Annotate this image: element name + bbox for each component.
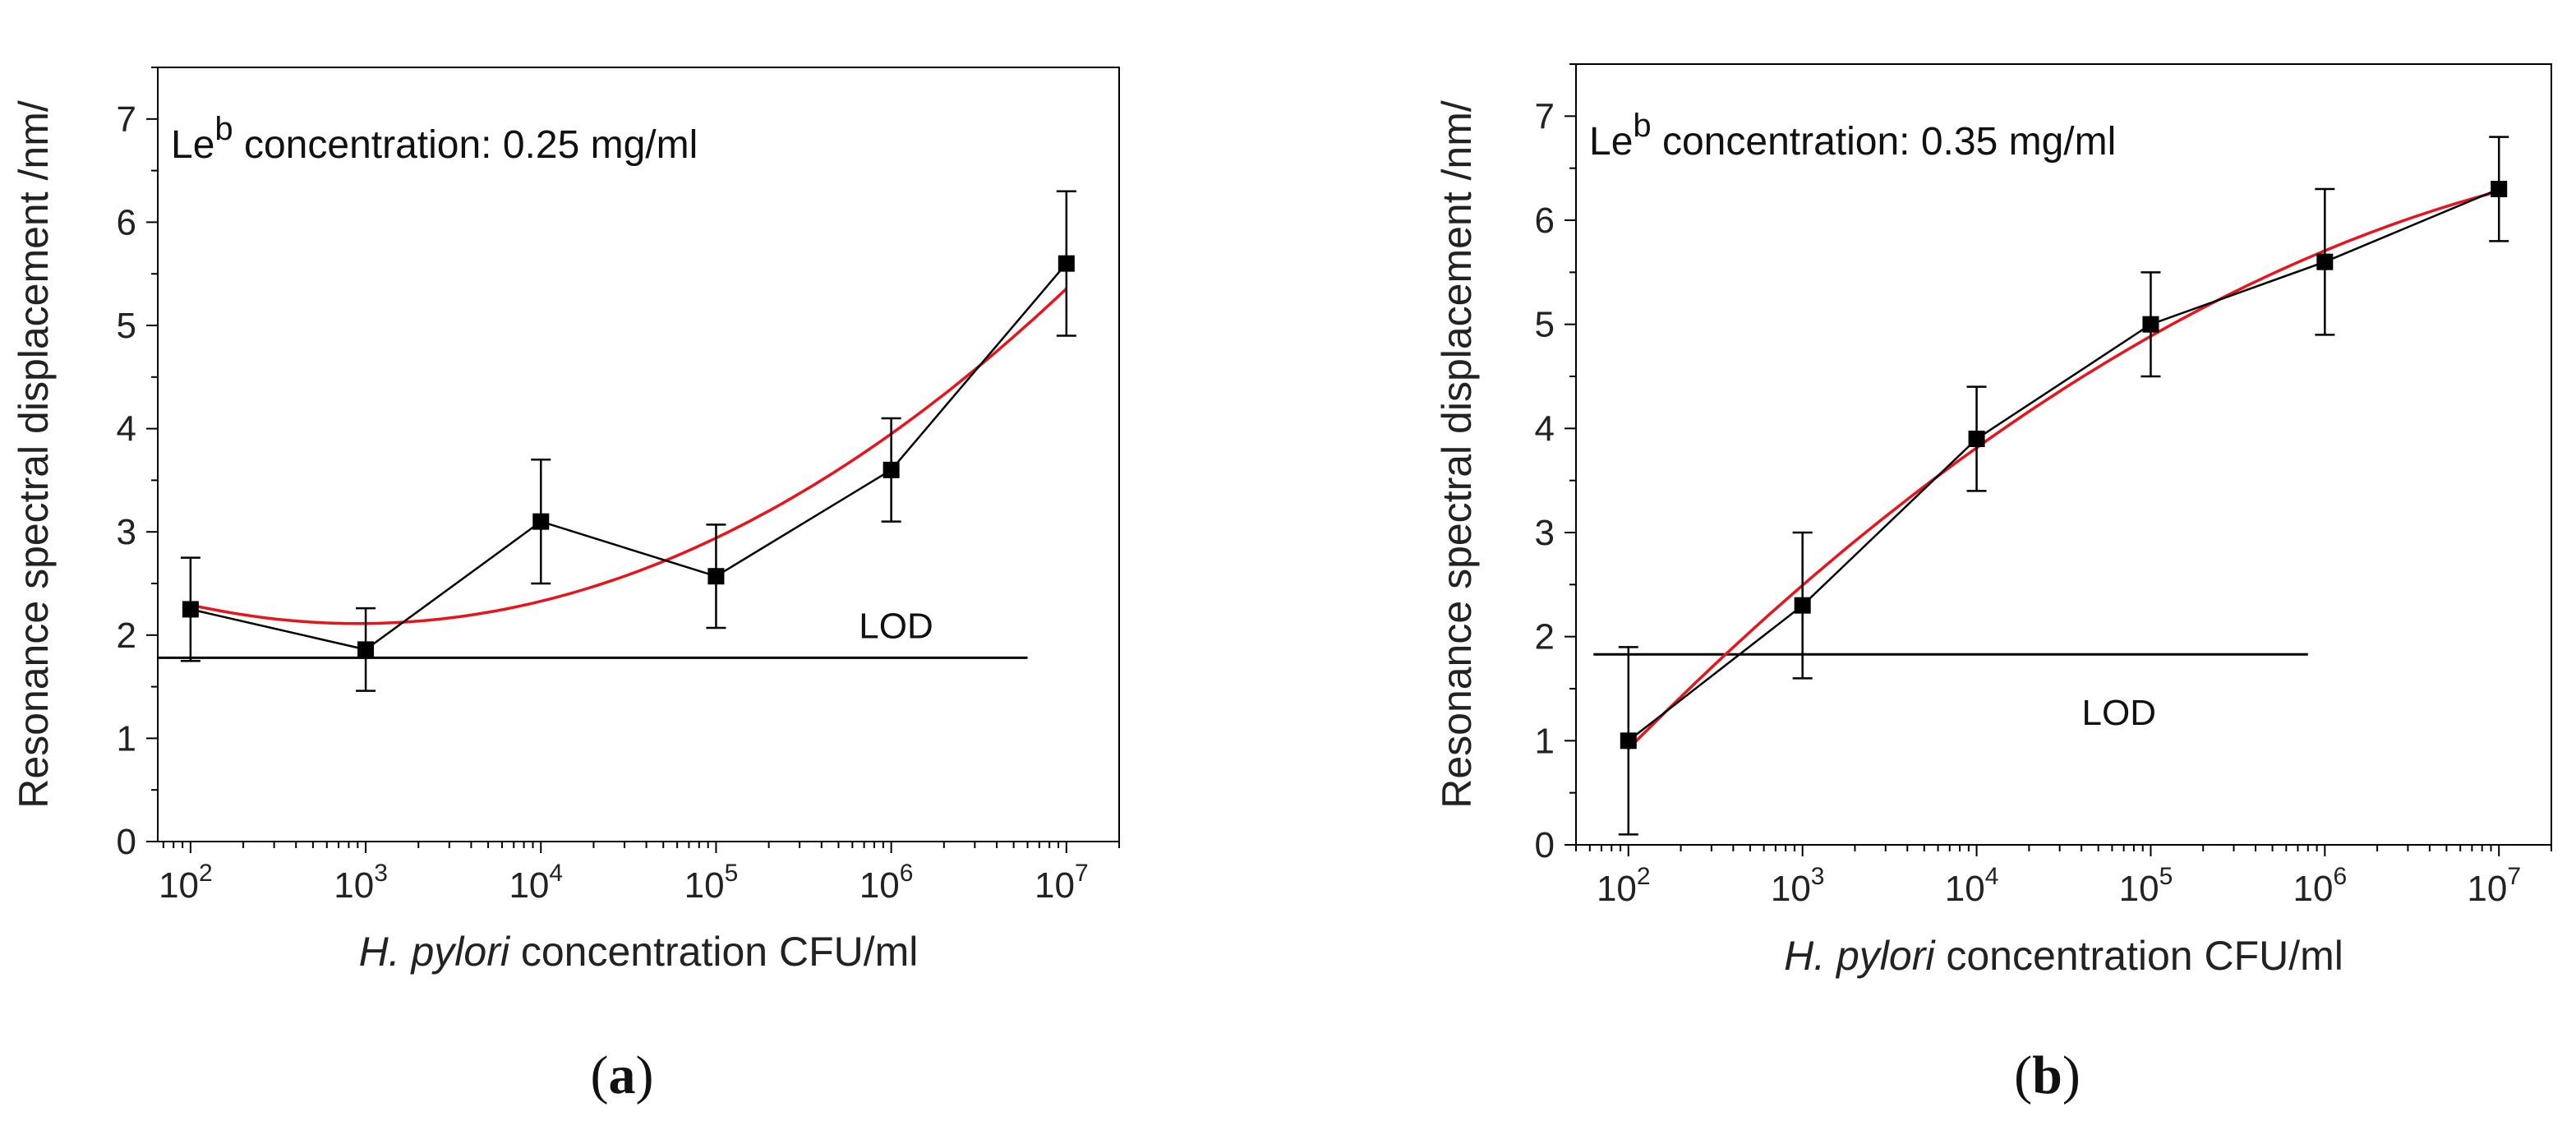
x-tick-label: 103	[334, 860, 388, 906]
x-tick-exponent: 7	[1075, 860, 1089, 887]
y-tick-label: 5	[1535, 305, 1555, 345]
annotation-rest: concentration: 0.25 mg/ml	[233, 123, 698, 167]
x-tick-exponent: 5	[2159, 863, 2173, 890]
data-line	[190, 262, 1067, 651]
plot-frame	[1575, 63, 2552, 846]
panel-letter: b	[2032, 1045, 2062, 1105]
x-axis-title-italic: H. pylori	[1784, 933, 1936, 979]
lod-label: LOD	[2082, 693, 2156, 733]
x-tick-label: 105	[684, 860, 739, 906]
data-point	[357, 641, 375, 658]
x-axis-title-rest: concentration CFU/ml	[509, 929, 918, 975]
x-axis-title: H. pylori concentration CFU/ml	[1784, 933, 2343, 979]
annotation-main: Le	[1589, 120, 1633, 164]
fit-curve	[190, 288, 1067, 625]
y-tick-label: 3	[1535, 513, 1555, 553]
data-point	[1058, 255, 1075, 272]
x-tick-label: 102	[1597, 863, 1651, 909]
x-tick-exponent: 6	[2333, 863, 2347, 890]
x-axis-title-italic: H. pylori	[359, 929, 511, 975]
data-point	[707, 568, 725, 585]
y-tick-label: 2	[1535, 617, 1555, 657]
data-point	[1794, 597, 1811, 614]
x-tick-label: 107	[2467, 863, 2521, 909]
x-tick-label: 104	[509, 860, 563, 906]
y-tick-label: 0	[1535, 825, 1555, 865]
x-tick-label: 106	[859, 860, 914, 906]
data-point	[1620, 732, 1637, 749]
annotation-main: Le	[171, 123, 214, 167]
annotation-sup: b	[1633, 108, 1651, 144]
x-axis-title-rest: concentration CFU/ml	[1934, 933, 2343, 979]
data-point	[182, 601, 199, 618]
y-tick-label: 6	[117, 202, 136, 242]
chart-panel-a: 0 1 2 3 4 5 6 7 102 103 104 105 106 107 Resonance spec…	[11, 67, 1120, 1105]
y-axis-title: Resonance spectral displacement /nm/	[11, 100, 57, 809]
panel-label: (b)	[2014, 1045, 2081, 1105]
x-tick-label: 107	[1035, 860, 1089, 906]
y-tick-label: 1	[1535, 721, 1555, 761]
x-tick-label: 105	[2119, 863, 2173, 909]
y-tick-label: 2	[117, 616, 136, 656]
data-point	[532, 513, 550, 530]
panel-label: (a)	[591, 1045, 654, 1105]
x-tick-exponent: 4	[1985, 863, 1999, 890]
data-point	[2316, 253, 2334, 270]
plot-frame	[157, 67, 1120, 842]
x-tick-exponent: 5	[725, 860, 739, 887]
y-tick-label: 3	[117, 512, 136, 552]
chart-panel-b: 0 1 2 3 4 5 6 7 102 103 104 105 106 107 Resonance spec…	[1434, 63, 2552, 1105]
x-tick-exponent: 3	[1811, 863, 1825, 890]
data-point	[1968, 431, 1985, 447]
y-tick-label: 7	[1535, 96, 1555, 136]
y-tick-label: 4	[117, 409, 136, 450]
x-tick-exponent: 3	[374, 860, 388, 887]
x-tick-label: 103	[1771, 863, 1825, 909]
y-tick-label: 6	[1535, 201, 1555, 241]
x-tick-label: 106	[2293, 863, 2348, 909]
x-tick-exponent: 2	[199, 860, 213, 887]
concentration-annotation: Leb concentration: 0.35 mg/ml	[1589, 108, 2116, 164]
x-tick-exponent: 7	[2507, 863, 2521, 890]
y-tick-label: 0	[117, 822, 136, 862]
y-tick-label: 4	[1535, 408, 1555, 449]
x-tick-exponent: 4	[549, 860, 563, 887]
x-axis-title: H. pylori concentration CFU/ml	[359, 929, 919, 975]
x-tick-label: 104	[1945, 863, 1999, 909]
y-tick-label: 1	[117, 718, 136, 759]
fit-curve	[1627, 190, 2500, 750]
x-tick-label: 102	[159, 860, 213, 906]
y-tick-label: 7	[117, 99, 136, 140]
data-point	[2142, 316, 2159, 333]
concentration-annotation: Leb concentration: 0.25 mg/ml	[171, 111, 698, 167]
y-axis-title: Resonance spectral displacement /nm/	[1434, 100, 1480, 809]
data-point	[882, 461, 900, 478]
annotation-sup: b	[214, 111, 233, 147]
x-tick-exponent: 2	[1637, 863, 1651, 890]
annotation-rest: concentration: 0.35 mg/ml	[1652, 120, 2117, 164]
lod-label: LOD	[859, 606, 933, 646]
data-point	[2491, 181, 2508, 197]
panel-letter: a	[609, 1045, 636, 1105]
y-tick-label: 5	[117, 306, 136, 346]
x-tick-exponent: 6	[900, 860, 914, 887]
data-line	[1628, 187, 2500, 742]
